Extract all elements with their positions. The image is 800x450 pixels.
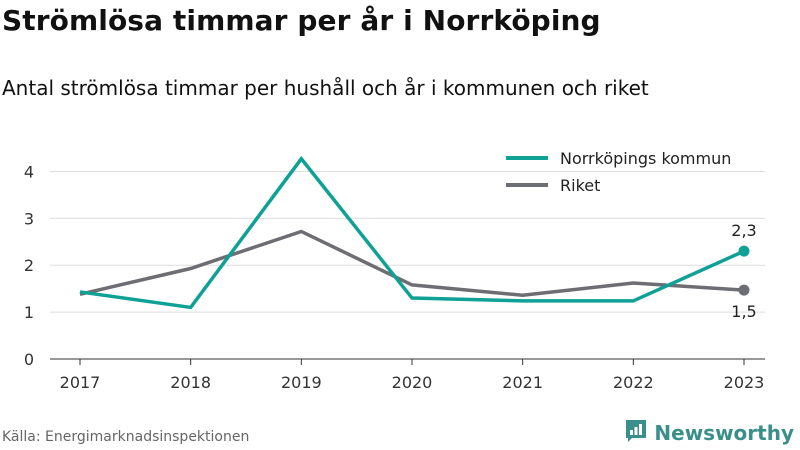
series-line-1: [79, 229, 745, 297]
chart-subtitle: Antal strömlösa timmar per hushåll och å…: [2, 76, 649, 100]
legend-label: Norrköpings kommun: [560, 149, 731, 168]
axis-layer: 0 1 2 3 4 2017 2018 2019 2020 2021 2022 2023: [24, 162, 765, 392]
y-tick-label: 2: [24, 256, 34, 275]
chart-title: Strömlösa timmar per år i Norrköping: [2, 4, 601, 37]
x-tick-label: 2018: [170, 373, 211, 392]
newsworthy-logo-icon: [624, 418, 648, 448]
brand-name: Newsworthy: [654, 421, 794, 445]
x-tick-label: 2021: [502, 373, 543, 392]
x-tick-label: 2023: [724, 373, 765, 392]
x-tick-label: 2020: [392, 373, 433, 392]
series-line-0: [79, 155, 745, 310]
source-note: Källa: Energimarknadsinspektionen: [2, 429, 250, 445]
grid-layer: [50, 170, 765, 313]
series-end-point-0: [738, 245, 750, 257]
x-tick-label: 2019: [281, 373, 322, 392]
series-layer: [79, 155, 750, 310]
y-tick-label: 3: [24, 209, 34, 228]
x-tick-label: 2017: [60, 373, 101, 392]
legend: Norrköpings kommun Riket: [500, 145, 765, 198]
end-value-label-0: 2,3: [731, 221, 756, 240]
x-tick-label: 2022: [613, 373, 654, 392]
y-tick-label: 1: [24, 303, 34, 322]
brand-logo[interactable]: Newsworthy: [624, 418, 794, 448]
end-value-label-1: 1,5: [731, 302, 756, 321]
data-label-layer: 2,3 1,5: [731, 221, 756, 321]
y-tick-label: 0: [24, 350, 34, 369]
series-end-point-1: [738, 284, 750, 296]
legend-label: Riket: [560, 176, 600, 195]
y-tick-label: 4: [24, 162, 34, 181]
